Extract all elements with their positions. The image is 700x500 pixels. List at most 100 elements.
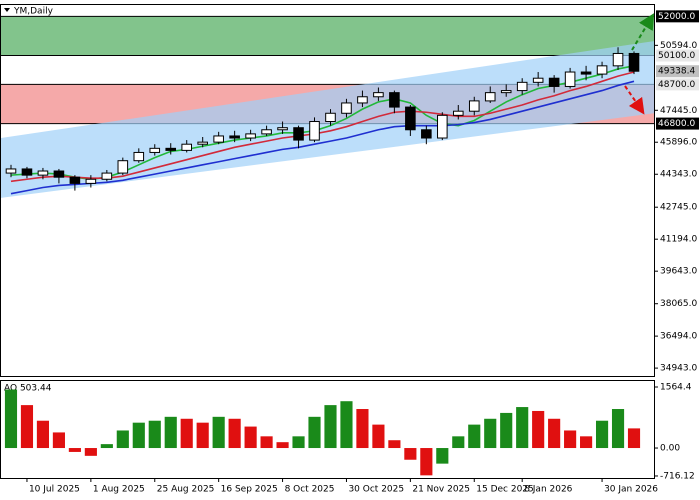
candle-body bbox=[165, 147, 177, 151]
candle-body bbox=[516, 81, 528, 92]
candle-body bbox=[437, 114, 448, 139]
x-tick-label: 30 Jan 2026 bbox=[604, 485, 658, 495]
candle-body bbox=[181, 143, 193, 151]
candle-body bbox=[341, 102, 352, 114]
ao-bar bbox=[116, 430, 129, 449]
ao-bar bbox=[36, 420, 50, 449]
y-tick-label: 44343.0 bbox=[660, 170, 697, 180]
candle-body bbox=[213, 135, 224, 143]
candle-body bbox=[37, 170, 49, 176]
price-label: 46800.0 bbox=[658, 119, 695, 129]
candle-body bbox=[405, 106, 416, 131]
candle-body bbox=[229, 135, 240, 139]
candle-body bbox=[277, 127, 288, 131]
ao-bar bbox=[52, 432, 65, 449]
candle-body bbox=[389, 92, 400, 108]
ao-tick-label: -716.12 bbox=[660, 471, 695, 481]
ao-bar bbox=[180, 418, 193, 449]
candle-body bbox=[421, 129, 432, 139]
x-tick-label: 8 Oct 2025 bbox=[285, 485, 335, 495]
up-arrow bbox=[631, 13, 655, 51]
y-tick-label: 45896.0 bbox=[660, 138, 697, 148]
candle-body bbox=[5, 168, 17, 174]
ao-bar bbox=[356, 409, 369, 449]
candle-body bbox=[101, 172, 113, 180]
ao-bar bbox=[324, 405, 337, 449]
ao-bar bbox=[372, 424, 385, 449]
down-arrow bbox=[624, 85, 645, 115]
ao-bar bbox=[452, 436, 465, 449]
ao-bar bbox=[20, 405, 34, 449]
price-label-box bbox=[656, 49, 699, 62]
x-tick-label: 8 Jan 2026 bbox=[524, 485, 572, 495]
ao-tick-label: 1564.4 bbox=[660, 382, 692, 392]
ao-bar bbox=[196, 422, 209, 449]
ao-bar bbox=[308, 416, 321, 449]
title-icon bbox=[4, 8, 10, 12]
price-label-box bbox=[656, 10, 699, 23]
candle-body bbox=[69, 176, 81, 184]
candle-body bbox=[580, 71, 592, 75]
ao-bar bbox=[148, 420, 161, 449]
ao-bar bbox=[580, 436, 593, 449]
y-tick-label: 41194.0 bbox=[660, 235, 697, 245]
candle-body bbox=[452, 110, 464, 116]
ao-bar bbox=[516, 407, 529, 449]
y-tick-label: 34943.0 bbox=[660, 364, 697, 374]
x-tick-label: 30 Oct 2025 bbox=[348, 485, 404, 495]
x-tick-label: 1 Aug 2025 bbox=[93, 485, 145, 495]
ao-bar bbox=[532, 410, 545, 449]
candle-body bbox=[293, 127, 304, 141]
y-tick-label: 47445.0 bbox=[660, 106, 697, 116]
ao-tick-label: 0.00 bbox=[660, 444, 680, 454]
price-frame bbox=[0, 4, 655, 377]
candle-body bbox=[197, 141, 208, 145]
ao-bar bbox=[100, 444, 113, 449]
ao-bar bbox=[228, 418, 241, 449]
price-label-box bbox=[656, 65, 699, 78]
candle-body bbox=[373, 92, 384, 98]
ao-bar bbox=[4, 389, 18, 449]
ao-bar bbox=[436, 448, 449, 464]
candle-body bbox=[309, 121, 320, 141]
price-label-box bbox=[656, 117, 699, 130]
ao-bar bbox=[548, 418, 561, 449]
ao-bar bbox=[292, 436, 305, 449]
candle-body bbox=[117, 160, 129, 174]
moving-average bbox=[10, 65, 635, 181]
candle-body bbox=[85, 178, 97, 184]
x-tick-label: 16 Sep 2025 bbox=[221, 485, 278, 495]
price-panel bbox=[1, 15, 654, 198]
ao-bar bbox=[500, 412, 513, 449]
ao-bar bbox=[595, 420, 609, 449]
ao-bar bbox=[484, 418, 497, 449]
candle-body bbox=[500, 90, 512, 94]
y-tick-label: 38065.0 bbox=[660, 299, 697, 309]
candle-body bbox=[261, 129, 272, 135]
ao-bar bbox=[404, 448, 417, 460]
y-tick-label: 36494.0 bbox=[660, 332, 697, 342]
candle-body bbox=[53, 170, 65, 178]
ao-bar bbox=[260, 436, 273, 449]
candle-body bbox=[564, 71, 576, 87]
x-tick-label: 21 Nov 2025 bbox=[412, 485, 470, 495]
candle-body bbox=[468, 100, 480, 112]
y-tick-label: 50594.0 bbox=[660, 41, 697, 51]
price-label: 52000.0 bbox=[658, 12, 695, 22]
candle-body bbox=[596, 65, 608, 75]
ao-title: AO 503.44 bbox=[4, 384, 52, 394]
x-tick-label: 15 Dec 2025 bbox=[476, 485, 534, 495]
candle-body bbox=[245, 133, 256, 139]
candle-body bbox=[548, 77, 560, 87]
candle-body bbox=[149, 147, 161, 153]
ao-bar bbox=[164, 416, 177, 449]
candle-body bbox=[21, 168, 33, 176]
zone bbox=[1, 16, 654, 56]
candle-body bbox=[133, 151, 145, 162]
price-label: 49338.4 bbox=[658, 67, 695, 77]
ao-bar bbox=[611, 409, 625, 449]
candle-body bbox=[357, 96, 368, 104]
ao-bar bbox=[468, 424, 481, 449]
